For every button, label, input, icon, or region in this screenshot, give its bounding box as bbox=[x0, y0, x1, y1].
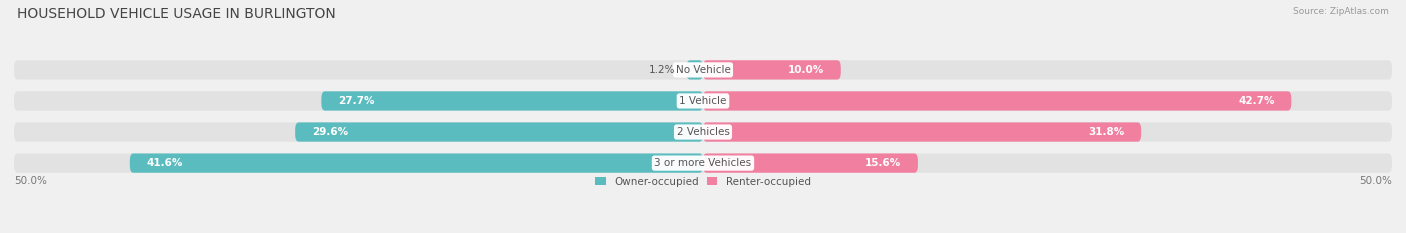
Text: 27.7%: 27.7% bbox=[337, 96, 374, 106]
Text: 50.0%: 50.0% bbox=[14, 176, 46, 186]
Legend: Owner-occupied, Renter-occupied: Owner-occupied, Renter-occupied bbox=[595, 177, 811, 187]
Text: 3 or more Vehicles: 3 or more Vehicles bbox=[654, 158, 752, 168]
FancyBboxPatch shape bbox=[14, 122, 1392, 142]
Text: 1.2%: 1.2% bbox=[650, 65, 675, 75]
Text: HOUSEHOLD VEHICLE USAGE IN BURLINGTON: HOUSEHOLD VEHICLE USAGE IN BURLINGTON bbox=[17, 7, 336, 21]
Text: 15.6%: 15.6% bbox=[865, 158, 901, 168]
FancyBboxPatch shape bbox=[703, 154, 918, 173]
FancyBboxPatch shape bbox=[129, 154, 703, 173]
Text: Source: ZipAtlas.com: Source: ZipAtlas.com bbox=[1294, 7, 1389, 16]
FancyBboxPatch shape bbox=[703, 122, 1142, 142]
FancyBboxPatch shape bbox=[703, 91, 1291, 111]
FancyBboxPatch shape bbox=[14, 60, 1392, 79]
FancyBboxPatch shape bbox=[703, 60, 841, 79]
FancyBboxPatch shape bbox=[686, 60, 703, 79]
Text: 31.8%: 31.8% bbox=[1088, 127, 1125, 137]
FancyBboxPatch shape bbox=[295, 122, 703, 142]
Text: 2 Vehicles: 2 Vehicles bbox=[676, 127, 730, 137]
Text: 41.6%: 41.6% bbox=[146, 158, 183, 168]
Text: 10.0%: 10.0% bbox=[787, 65, 824, 75]
FancyBboxPatch shape bbox=[14, 154, 1392, 173]
Text: 50.0%: 50.0% bbox=[1360, 176, 1392, 186]
FancyBboxPatch shape bbox=[14, 91, 1392, 111]
Text: 1 Vehicle: 1 Vehicle bbox=[679, 96, 727, 106]
Text: 29.6%: 29.6% bbox=[312, 127, 347, 137]
Text: 42.7%: 42.7% bbox=[1239, 96, 1275, 106]
Text: No Vehicle: No Vehicle bbox=[675, 65, 731, 75]
FancyBboxPatch shape bbox=[322, 91, 703, 111]
